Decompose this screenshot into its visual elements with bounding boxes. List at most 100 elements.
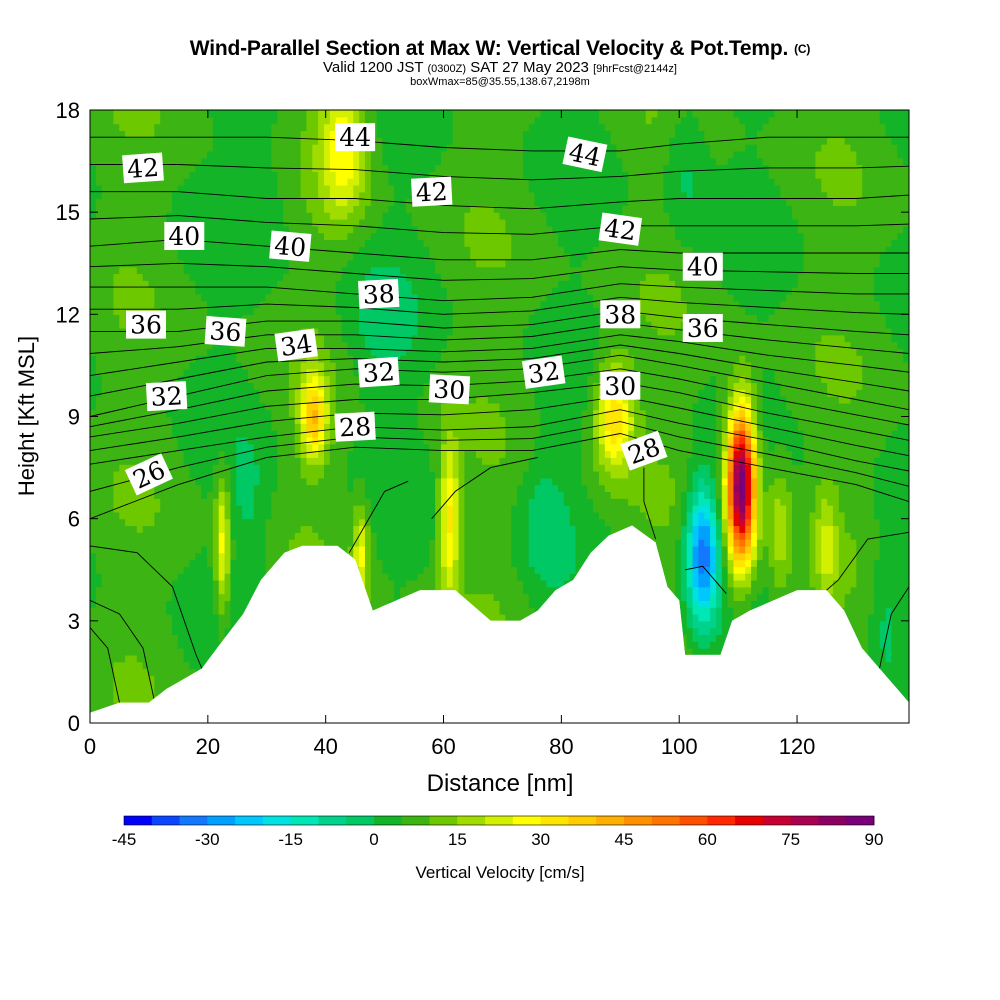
w-cell — [862, 491, 869, 499]
w-cell — [160, 648, 167, 656]
w-cell — [148, 518, 155, 527]
w-cell — [786, 498, 793, 506]
w-cell — [148, 627, 155, 636]
w-cell — [212, 539, 220, 547]
w-cell — [195, 491, 202, 499]
w-cell — [312, 484, 319, 493]
w-cell — [195, 661, 202, 670]
w-cell — [95, 675, 103, 683]
w-cell — [370, 491, 378, 499]
w-cell — [751, 491, 758, 499]
w-cell — [815, 511, 822, 520]
w-cell — [277, 498, 284, 506]
w-cell — [704, 484, 711, 493]
w-cell — [481, 539, 489, 547]
w-cell — [95, 695, 103, 704]
w-cell — [897, 491, 904, 499]
w-cell — [242, 498, 249, 506]
w-cell — [253, 559, 261, 567]
w-cell — [142, 620, 150, 629]
w-cell — [242, 525, 249, 533]
w-cell — [119, 539, 126, 547]
w-cell — [382, 552, 389, 561]
w-cell — [411, 484, 419, 493]
w-cell — [487, 484, 495, 493]
w-cell — [739, 511, 746, 520]
w-cell — [125, 525, 132, 533]
w-cell — [634, 484, 641, 493]
w-cell — [745, 566, 752, 574]
w-cell — [669, 573, 676, 581]
w-cell — [715, 511, 723, 520]
w-cell — [850, 511, 857, 520]
w-cell — [897, 552, 904, 561]
w-cell — [868, 484, 875, 493]
w-cell — [160, 491, 167, 499]
w-cell — [464, 484, 471, 493]
w-cell — [481, 593, 489, 601]
w-cell — [499, 579, 506, 588]
w-cell — [517, 586, 524, 595]
w-cell — [90, 668, 97, 676]
w-cell — [546, 539, 553, 547]
w-cell — [680, 484, 688, 493]
w-cell — [370, 498, 378, 506]
w-cell — [195, 484, 202, 493]
w-cell — [856, 559, 863, 567]
w-cell — [792, 491, 799, 499]
w-cell — [207, 545, 214, 554]
w-cell — [405, 532, 413, 540]
w-cell — [382, 511, 389, 520]
w-cell — [119, 505, 126, 513]
w-cell — [727, 559, 735, 567]
w-cell — [125, 491, 132, 499]
w-cell — [739, 539, 746, 547]
w-cell — [411, 532, 419, 540]
w-cell — [148, 579, 155, 588]
w-cell — [645, 491, 653, 499]
w-cell — [505, 484, 512, 493]
w-cell — [476, 532, 483, 540]
w-cell — [335, 525, 343, 533]
w-cell — [312, 511, 319, 520]
w-cell — [183, 627, 191, 636]
w-cell — [862, 525, 869, 533]
w-cell — [838, 545, 846, 554]
w-cell — [353, 505, 360, 513]
w-cell — [277, 511, 284, 520]
w-cell — [230, 518, 237, 527]
w-cell — [113, 491, 120, 499]
w-cell — [768, 525, 776, 533]
w-cell — [177, 539, 185, 547]
w-cell — [218, 484, 226, 493]
w-cell — [704, 586, 711, 595]
w-cell — [201, 498, 208, 506]
w-cell — [663, 491, 670, 499]
w-cell — [657, 545, 664, 554]
w-cell — [581, 511, 588, 520]
w-cell — [669, 586, 676, 595]
w-cell — [505, 518, 512, 527]
w-cell — [95, 688, 103, 697]
w-cell — [160, 593, 167, 601]
w-cell — [879, 614, 887, 622]
w-cell — [727, 620, 735, 629]
w-cell — [587, 518, 594, 527]
w-cell — [253, 539, 261, 547]
w-cell — [253, 505, 261, 513]
w-cell — [476, 579, 483, 588]
w-cell — [405, 552, 413, 561]
w-cell — [692, 511, 699, 520]
w-cell — [446, 491, 454, 499]
w-cell — [347, 518, 354, 527]
w-cell — [446, 545, 454, 554]
w-cell — [171, 661, 179, 670]
w-cell — [119, 518, 126, 527]
w-cell — [645, 532, 653, 540]
w-cell — [850, 545, 857, 554]
w-cell — [873, 634, 881, 642]
w-cell — [762, 559, 770, 567]
w-cell — [862, 586, 869, 595]
w-cell — [201, 545, 208, 554]
w-cell — [160, 668, 167, 676]
